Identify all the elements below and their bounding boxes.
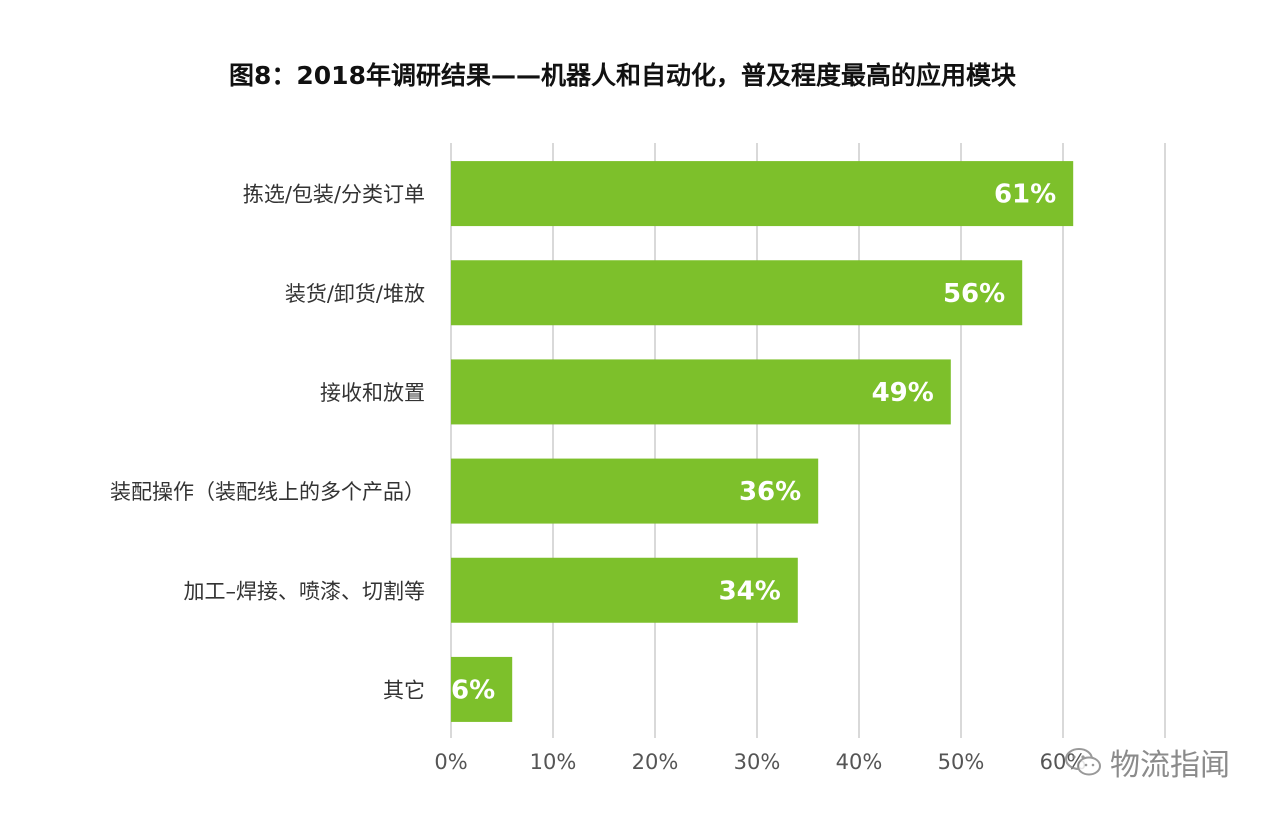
bar xyxy=(451,260,1023,326)
data-label: 56% xyxy=(943,279,1005,309)
chart-title: 图8：2018年调研结果——机器人和自动化，普及程度最高的应用模块 xyxy=(229,61,1016,90)
category-label: 其它 xyxy=(383,678,425,702)
x-axis-ticks: 0% 10% 20% 30% 40% 50% 60% xyxy=(434,750,1086,774)
category-label: 加工–焊接、喷漆、切割等 xyxy=(184,579,426,603)
x-tick-label: 20% xyxy=(632,750,679,774)
category-label: 拣选/包装/分类订单 xyxy=(243,183,425,207)
data-label: 36% xyxy=(739,477,801,507)
x-tick-label: 30% xyxy=(734,750,781,774)
bar xyxy=(451,161,1074,227)
bar xyxy=(451,458,819,524)
x-tick-label: 10% xyxy=(530,750,577,774)
category-label: 装配操作（装配线上的多个产品） xyxy=(110,480,425,504)
wechat-icon xyxy=(1065,748,1101,776)
x-tick-label: 0% xyxy=(434,750,467,774)
x-tick-label: 50% xyxy=(938,750,985,774)
data-label: 34% xyxy=(719,576,781,606)
watermark-text: 物流指闻 xyxy=(1110,748,1230,783)
category-label: 接收和放置 xyxy=(320,381,425,405)
data-label: 49% xyxy=(872,378,934,408)
bar xyxy=(451,359,951,425)
gridlines xyxy=(450,143,1166,738)
bars: 61% 56% 49% 36% 34% 6% xyxy=(451,161,1074,722)
bar xyxy=(451,656,513,722)
data-label: 6% xyxy=(451,675,495,705)
data-label: 61% xyxy=(994,180,1056,210)
watermark: 物流指闻 xyxy=(1064,740,1230,784)
x-tick-label: 40% xyxy=(836,750,883,774)
category-label: 装货/卸货/堆放 xyxy=(285,282,425,306)
bar xyxy=(451,557,798,623)
